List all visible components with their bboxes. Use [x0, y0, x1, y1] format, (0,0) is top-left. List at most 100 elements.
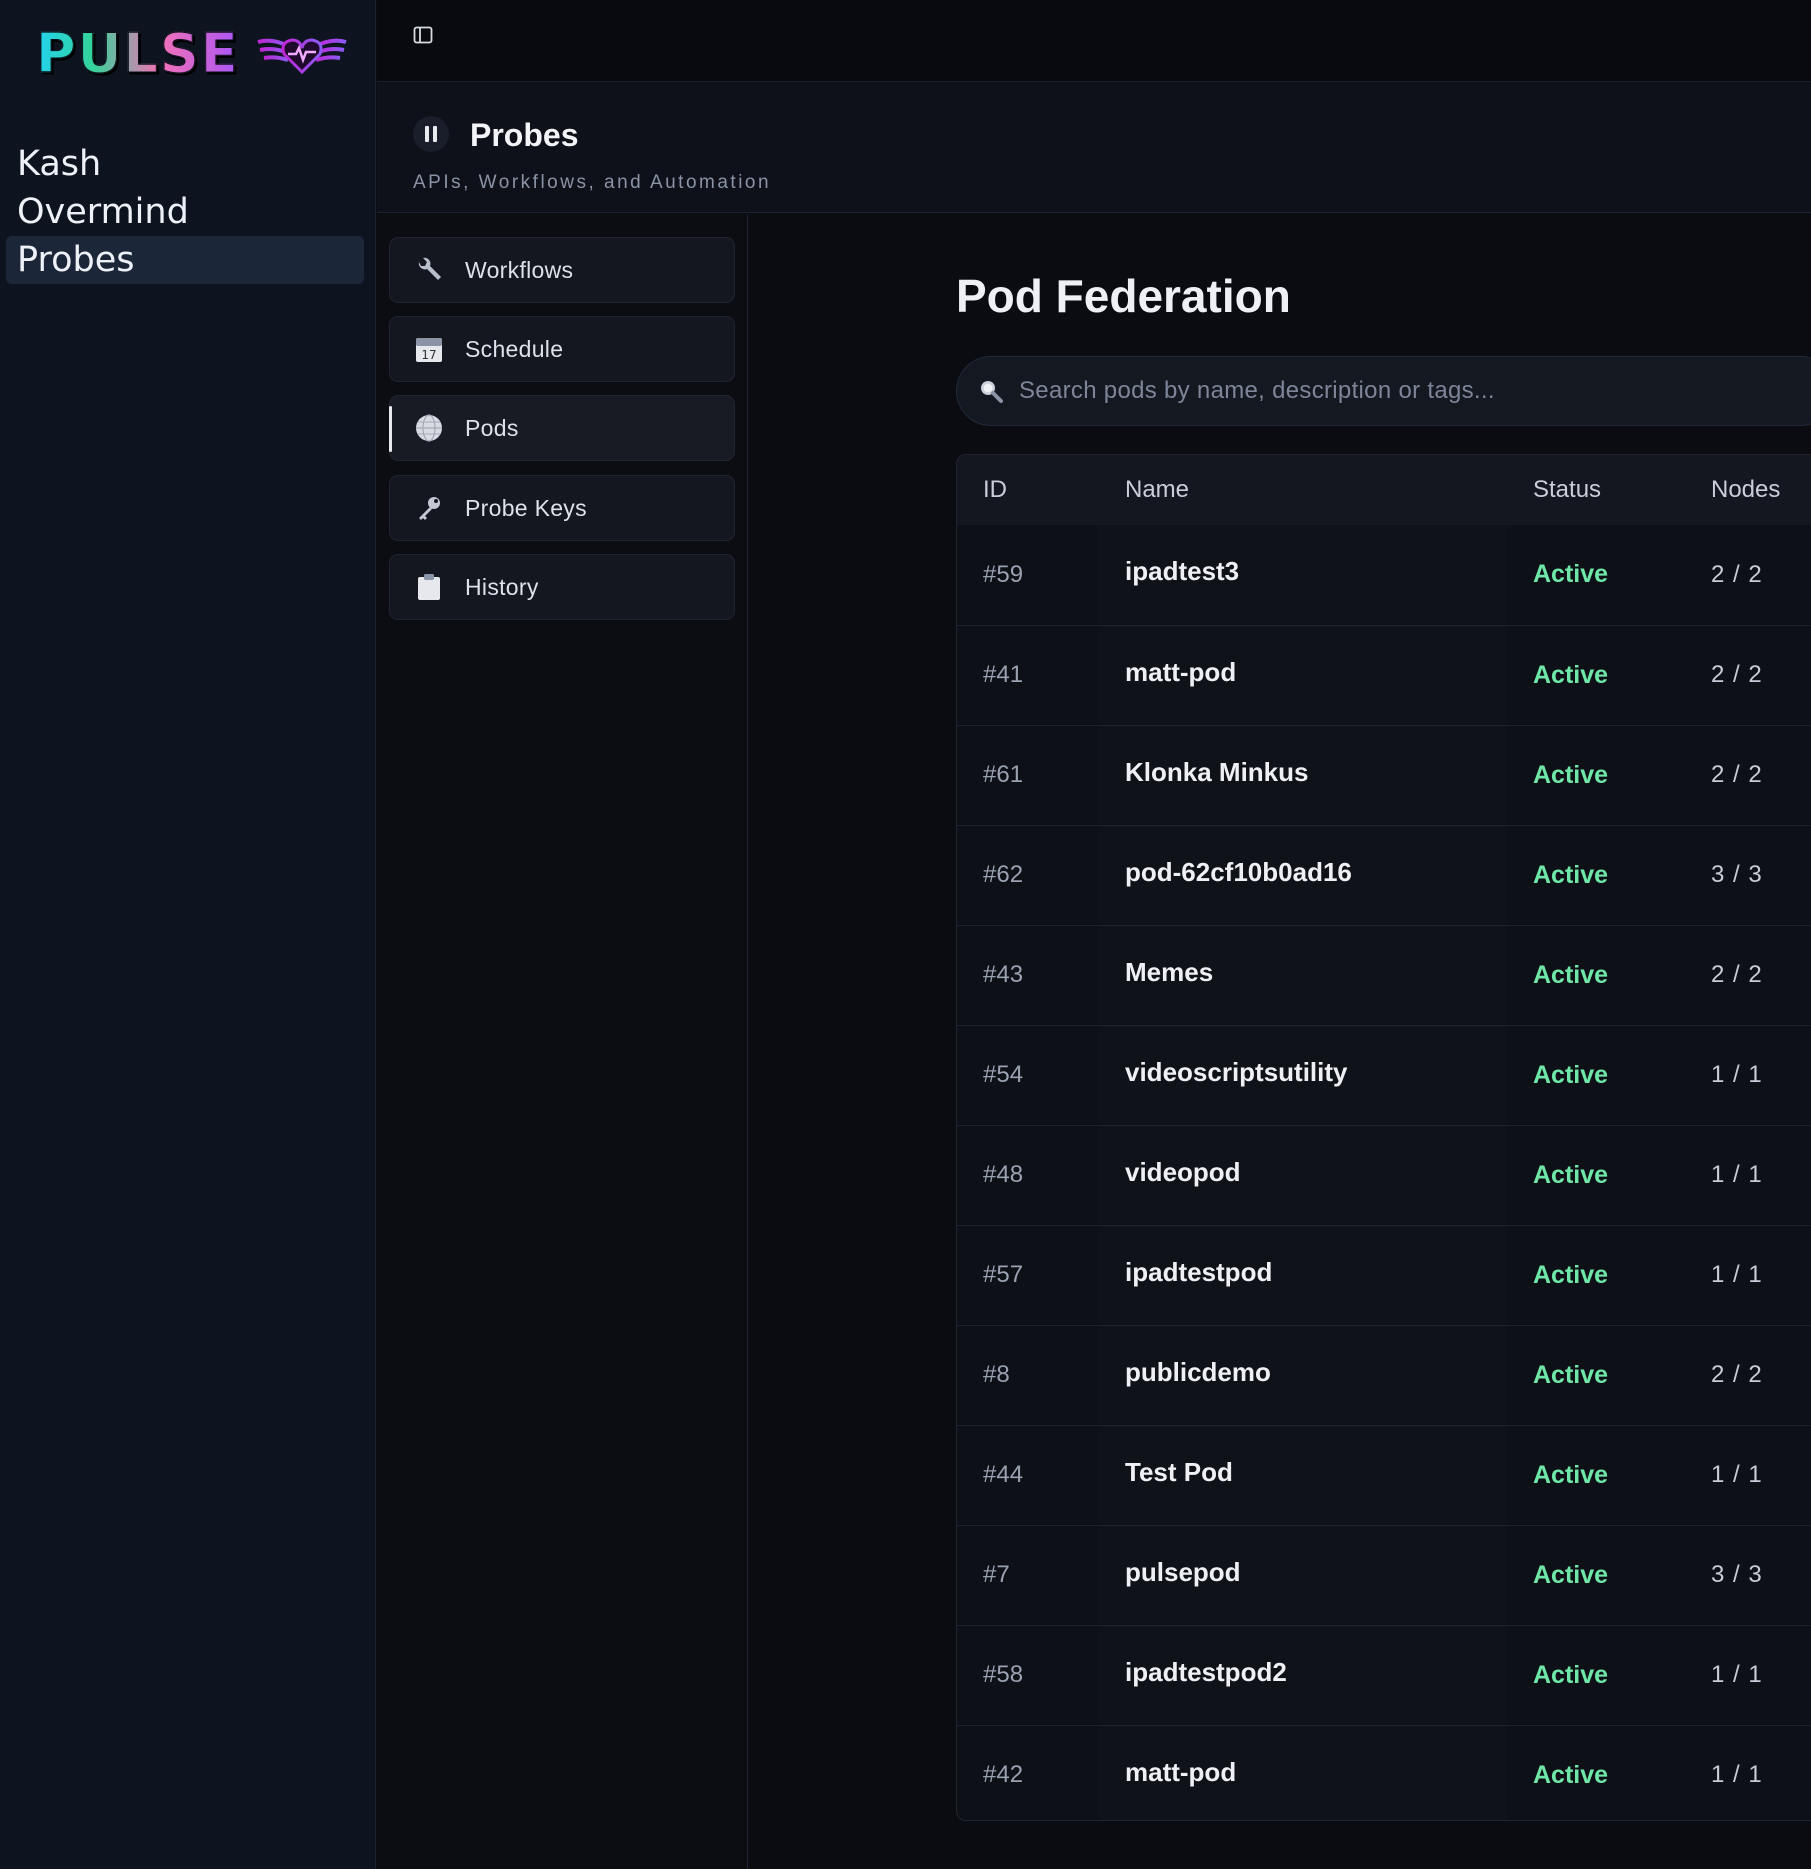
pod-id: #7: [983, 1561, 1010, 1588]
pod-nodes: 2 / 2: [1711, 761, 1763, 788]
pod-nodes: 1 / 1: [1711, 1461, 1763, 1488]
pod-nodes: 1 / 1: [1711, 1261, 1763, 1288]
column-header-name[interactable]: Name: [1125, 476, 1190, 503]
section-subtitle: APIs, Workflows, and Automation: [413, 172, 772, 193]
subnav-label: History: [465, 573, 539, 600]
pod-id: #57: [983, 1261, 1024, 1288]
sidebar-toggle-icon[interactable]: [409, 21, 437, 49]
search-icon: [977, 377, 1005, 405]
page-title: Pod Federation: [956, 270, 1291, 322]
subnav-label: Probe Keys: [465, 494, 587, 521]
pod-name[interactable]: ipadtest3: [1125, 556, 1240, 587]
table-row[interactable]: #59 ipadtest3 Active 2 / 2: [957, 525, 1811, 625]
status-badge: Active: [1533, 1660, 1609, 1689]
table-row[interactable]: #7 pulsepod Active 3 / 3: [957, 1525, 1811, 1625]
status-badge: Active: [1533, 1260, 1609, 1289]
top-bar: [377, 0, 1811, 82]
pod-id: #59: [983, 560, 1024, 588]
wrench-icon: [412, 253, 446, 287]
search-input[interactable]: [1017, 376, 1811, 406]
table-row[interactable]: #42 matt-pod Active 1 / 1: [957, 1725, 1811, 1820]
pod-id: #62: [983, 861, 1024, 888]
status-badge: Active: [1533, 560, 1609, 589]
pod-name[interactable]: matt-pod: [1125, 1756, 1237, 1787]
svg-text:17: 17: [421, 348, 436, 362]
table-header-row: ID Name Status Nodes: [957, 455, 1811, 525]
pod-id: #41: [983, 661, 1024, 688]
table-row[interactable]: #41 matt-pod Active 2 / 2: [957, 625, 1811, 725]
column-header-status[interactable]: Status: [1533, 476, 1602, 503]
table-row[interactable]: #8 publicdemo Active 2 / 2: [957, 1325, 1811, 1425]
globe-icon: [412, 411, 446, 445]
pod-nodes: 1 / 1: [1711, 1061, 1763, 1088]
probes-subnav: Workflows 17 Schedule Pods: [377, 214, 748, 1869]
table-row[interactable]: #43 Memes Active 2 / 2: [957, 925, 1811, 1025]
status-badge: Active: [1533, 1760, 1609, 1789]
pod-name[interactable]: matt-pod: [1125, 656, 1237, 687]
status-badge: Active: [1533, 960, 1609, 989]
pod-name[interactable]: Test Pod: [1125, 1456, 1233, 1487]
clipboard-icon: [412, 570, 446, 604]
pod-id: #61: [983, 761, 1024, 788]
app-nav-item-probes[interactable]: Probes: [6, 236, 364, 284]
status-badge: Active: [1533, 660, 1609, 689]
pod-nodes: 1 / 1: [1711, 1161, 1763, 1188]
search-box[interactable]: [956, 356, 1811, 426]
pod-name[interactable]: pulsepod: [1125, 1556, 1241, 1587]
subnav-label: Pods: [465, 414, 519, 441]
pod-name[interactable]: videoscriptsutility: [1125, 1056, 1348, 1087]
pod-nodes: 2 / 2: [1711, 1361, 1763, 1388]
pod-name[interactable]: Klonka Minkus: [1125, 756, 1309, 787]
pod-nodes: 1 / 1: [1711, 1761, 1763, 1788]
app-nav: Kash Overmind Probes: [6, 140, 364, 284]
pod-nodes: 2 / 2: [1711, 661, 1763, 688]
status-badge: Active: [1533, 1060, 1609, 1089]
pod-id: #54: [983, 1061, 1024, 1088]
pod-nodes: 3 / 3: [1711, 1561, 1763, 1588]
section-header: Probes APIs, Workflows, and Automation: [377, 82, 1811, 213]
table-row[interactable]: #62 pod-62cf10b0ad16 Active 3 / 3: [957, 825, 1811, 925]
pod-nodes: 3 / 3: [1711, 861, 1763, 888]
status-badge: Active: [1533, 1160, 1609, 1189]
pod-nodes: 2 / 2: [1711, 961, 1763, 988]
table-row[interactable]: #54 videoscriptsutility Active 1 / 1: [957, 1025, 1811, 1125]
table-row[interactable]: #58 ipadtestpod2 Active 1 / 1: [957, 1625, 1811, 1725]
pod-name[interactable]: pod-62cf10b0ad16: [1125, 856, 1352, 887]
pod-id: #48: [983, 1161, 1024, 1188]
subnav-label: Schedule: [465, 335, 564, 362]
subnav-item-probe-keys[interactable]: Probe Keys: [389, 475, 735, 541]
pulse-logo[interactable]: PULSE: [36, 22, 350, 86]
app-sidebar: PULSE Kash Overmind: [0, 0, 376, 1869]
pod-name[interactable]: ipadtestpod2: [1125, 1656, 1287, 1687]
subnav-item-history[interactable]: History: [389, 554, 735, 620]
calendar-icon: 17: [412, 332, 446, 366]
section-title: Probes: [470, 117, 579, 153]
key-icon: [412, 491, 446, 525]
column-header-nodes[interactable]: Nodes: [1711, 476, 1781, 503]
subnav-label: Workflows: [465, 256, 574, 283]
pod-nodes: 2 / 2: [1711, 560, 1763, 588]
table-row[interactable]: #57 ipadtestpod Active 1 / 1: [957, 1225, 1811, 1325]
pod-name[interactable]: Memes: [1125, 956, 1214, 987]
pod-name[interactable]: publicdemo: [1125, 1356, 1271, 1387]
column-header-id[interactable]: ID: [983, 476, 1007, 503]
pod-name[interactable]: ipadtestpod: [1125, 1256, 1273, 1287]
app-nav-item-overmind[interactable]: Overmind: [17, 192, 189, 232]
subnav-item-schedule[interactable]: 17 Schedule: [389, 316, 735, 382]
pod-name[interactable]: videopod: [1125, 1156, 1241, 1187]
pods-table: ID Name Status Nodes #59 ipadtest3 Activ…: [956, 454, 1811, 1821]
app-nav-item-kash[interactable]: Kash: [17, 144, 102, 184]
table-row[interactable]: #61 Klonka Minkus Active 2 / 2: [957, 725, 1811, 825]
table-row[interactable]: #44 Test Pod Active 1 / 1: [957, 1425, 1811, 1525]
subnav-item-workflows[interactable]: Workflows: [389, 237, 735, 303]
logo-text: PULSE: [36, 22, 240, 86]
pause-icon: [413, 116, 449, 152]
table-row[interactable]: #48 videopod Active 1 / 1: [957, 1125, 1811, 1225]
main-content: Pod Federation ID Name Status Nodes: [749, 214, 1811, 1869]
subnav-item-pods[interactable]: Pods: [389, 395, 735, 461]
pod-nodes: 1 / 1: [1711, 1661, 1763, 1688]
status-badge: Active: [1533, 760, 1609, 789]
pod-id: #44: [983, 1461, 1024, 1488]
status-badge: Active: [1533, 860, 1609, 889]
pod-id: #58: [983, 1661, 1024, 1688]
